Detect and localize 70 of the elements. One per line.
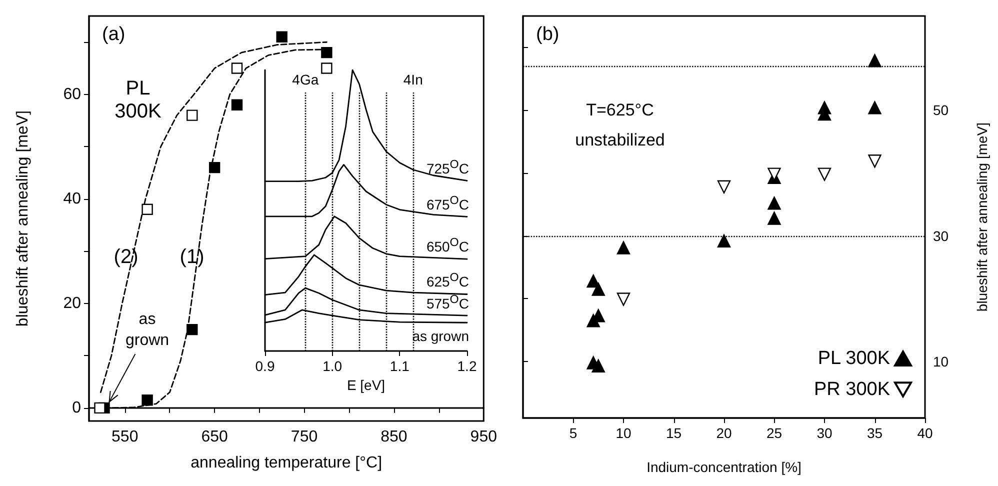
y-tick-label: 0 [72, 399, 82, 416]
point [276, 31, 288, 43]
y-tick-label: 20 [63, 294, 82, 312]
series-label: 725$^{O}$C [426, 158, 469, 176]
point [592, 282, 605, 296]
x-tick-label: 1.2 [457, 358, 477, 374]
x-tick-label: 35 [866, 425, 883, 441]
x-tick-label: 850 [380, 428, 408, 446]
y2-tick-label: 30 [933, 228, 949, 244]
chart-title: (a) [102, 24, 126, 45]
chart-title: (b) [536, 24, 560, 45]
y-axis-title: blueshift after annealing [meV] [14, 110, 32, 327]
point [768, 168, 781, 181]
legend-label: PL 300K [818, 348, 890, 369]
x-axis-title: E [eV] [346, 376, 386, 393]
point [868, 154, 882, 168]
annotation: (2) [114, 246, 138, 268]
x-tick-label: 5 [569, 425, 578, 441]
x-tick-label: 950 [470, 428, 498, 446]
point [321, 46, 332, 58]
x-axis-title: Indium-concentration [%] [646, 459, 802, 475]
x-tick-label: 650 [201, 428, 228, 446]
x-tick-label: 40 [917, 425, 933, 441]
point [142, 394, 153, 406]
annotation: as grown [125, 310, 170, 349]
point [186, 110, 198, 121]
point [768, 196, 781, 210]
x-tick-label: 10 [616, 425, 632, 441]
point [717, 234, 731, 248]
point [231, 99, 243, 110]
point [616, 292, 630, 306]
point [231, 62, 243, 74]
series-label: 650$^{O}$C [426, 236, 469, 255]
series-label: 625$^{O}$C [426, 271, 469, 290]
x-tick-label: 30 [816, 425, 832, 441]
ref-line-label: 4Ga [292, 71, 319, 88]
x-tick-label: 1.1 [390, 358, 410, 374]
point [186, 324, 198, 336]
ref-line-label: 4In [403, 71, 423, 88]
legend-label: PR 300K [814, 379, 890, 400]
point [321, 62, 332, 74]
x-tick-label: 550 [112, 428, 138, 446]
point [768, 212, 781, 225]
x-tick-label: 0.9 [255, 358, 275, 374]
y-tick-label: 40 [63, 190, 82, 208]
y-tick-label: 60 [63, 86, 82, 103]
annotation: PL 300K [114, 78, 162, 122]
series-label: as grown [412, 328, 469, 344]
x-tick-label: 750 [290, 428, 318, 446]
x-tick-label: 20 [716, 425, 732, 441]
point [142, 204, 153, 215]
point [818, 168, 832, 181]
y2-tick-label: 50 [933, 102, 949, 118]
y2-axis-title: blueshift after annealing [meV] [974, 122, 990, 312]
x-tick-label: 25 [766, 425, 782, 441]
annotation: T=625°C unstabilized [575, 100, 665, 150]
point [616, 241, 630, 254]
annotation: (1) [180, 246, 204, 268]
point [586, 314, 600, 328]
series-label: 575$^{O}$C [426, 292, 469, 312]
point [717, 180, 731, 194]
point [94, 402, 106, 414]
point [868, 101, 882, 114]
x-axis-title: annealing temperature [°C] [190, 454, 382, 472]
x-tick-label: 15 [666, 425, 682, 441]
point [208, 162, 220, 174]
x-tick-label: 1.0 [322, 358, 342, 374]
point [868, 54, 882, 68]
series-label: 675$^{O}$C [426, 194, 469, 212]
point [592, 359, 605, 372]
